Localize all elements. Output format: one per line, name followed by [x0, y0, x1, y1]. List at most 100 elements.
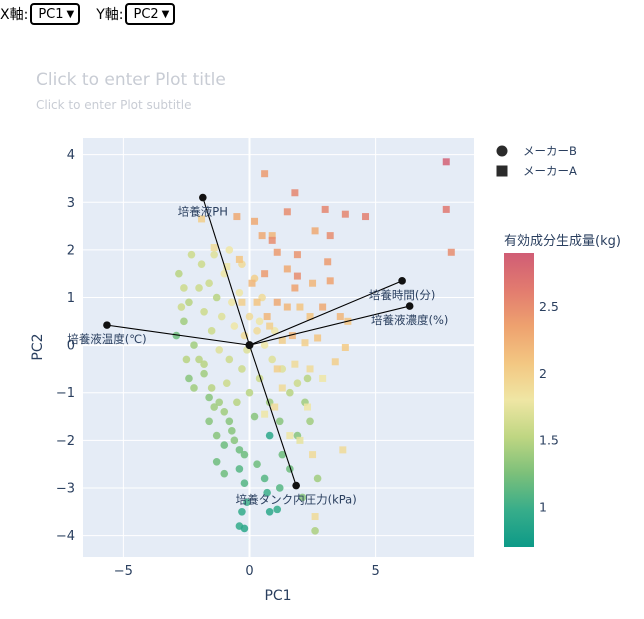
scatter-point-circle	[210, 403, 218, 411]
scatter-point-circle	[220, 441, 229, 449]
scatter-point-circle	[265, 507, 274, 516]
scatter-point-circle	[187, 250, 196, 259]
scatter-point-circle	[182, 355, 191, 364]
chevron-down-icon: ▼	[161, 8, 170, 20]
scatter-point-square	[311, 227, 319, 235]
chevron-down-icon: ▼	[66, 8, 75, 20]
loading-point	[405, 302, 414, 310]
scatter-point-circle	[220, 469, 229, 478]
scatter-point-circle	[207, 327, 216, 335]
scatter-point-circle	[212, 431, 221, 440]
scatter-point-circle	[200, 307, 208, 316]
scatter-point-circle	[190, 341, 198, 349]
colorbar-tick-label: 1	[539, 499, 547, 514]
scatter-point-square	[278, 384, 286, 392]
scatter-point-circle	[265, 431, 274, 440]
scatter-point-square	[283, 303, 291, 311]
colorbar-tick-label: 2.5	[539, 299, 559, 314]
scatter-point-square	[326, 232, 334, 240]
grid-lines	[83, 138, 474, 557]
x-axis-select-value: PC1	[38, 6, 64, 22]
scatter-point-square	[271, 403, 279, 411]
plot-title[interactable]: Click to enter Plot title	[36, 70, 226, 90]
scatter-point-square	[339, 446, 347, 454]
scatter-point-circle	[238, 507, 246, 516]
scatter-point-square	[283, 208, 291, 216]
scatter-point-circle	[205, 393, 213, 402]
scatter-point-square	[293, 272, 301, 280]
scatter-point-circle	[243, 498, 251, 507]
legend: メーカーB メーカーA	[496, 144, 577, 178]
scatter-point-square	[198, 215, 206, 223]
scatter-point-circle	[200, 369, 208, 378]
scatter-point-square	[233, 213, 241, 221]
y-tick-label: 1	[67, 291, 75, 306]
x-tick-label: 0	[245, 564, 253, 579]
scatter-point-square	[296, 303, 304, 311]
scatter-point-square	[258, 232, 266, 240]
loading-line	[249, 305, 410, 346]
scatter-point-square	[447, 248, 455, 256]
y-axis-select[interactable]: PC2 ▼	[125, 3, 176, 25]
scatter-point-square	[278, 336, 286, 344]
scatter-point-square	[223, 263, 231, 271]
scatter-point-circle	[175, 269, 183, 278]
y-tick-label: −4	[56, 529, 75, 544]
scatter-point-square	[362, 213, 370, 221]
scatter-point-square	[291, 360, 299, 368]
scatter-point-circle	[293, 379, 302, 388]
colorbar-tick-label: 1.5	[539, 433, 559, 448]
y-tick-label: 4	[67, 148, 75, 163]
legend-label: メーカーA	[523, 164, 577, 178]
scatter-point-circle	[210, 250, 218, 259]
scatter-point-circle	[225, 246, 234, 254]
scatter-point-square	[306, 313, 314, 321]
scatter-point-square	[311, 513, 319, 521]
scatter-point-square	[442, 158, 450, 166]
scatter-point-square	[319, 374, 327, 382]
scatter-point-square	[341, 210, 349, 218]
scatter-point-circle	[253, 327, 261, 335]
scatter-point-circle	[230, 436, 239, 445]
scatter-point-square	[341, 344, 349, 351]
x-axis-select[interactable]: PC1 ▼	[30, 3, 81, 25]
loading-point	[398, 277, 406, 285]
data-points	[172, 158, 455, 535]
y-tick-label: −1	[56, 386, 75, 401]
scatter-point-square	[301, 339, 309, 347]
scatter-point-square	[324, 258, 332, 266]
scatter-point-circle	[225, 417, 234, 426]
scatter-point-circle	[260, 341, 269, 349]
x-tick-label: −5	[114, 564, 133, 579]
plot-subtitle[interactable]: Click to enter Plot subtitle	[36, 98, 192, 112]
scatter-point-square	[326, 277, 334, 285]
scatter-point-circle	[180, 284, 188, 292]
scatter-point-square	[286, 432, 294, 440]
x-axis-title: PC1	[264, 588, 291, 604]
scatter-point-circle	[275, 484, 284, 492]
scatter-point-square	[268, 232, 276, 240]
scatter-point-square	[304, 403, 312, 411]
scatter-point-circle	[200, 360, 208, 368]
scatter-point-circle	[205, 417, 213, 426]
loading-line	[106, 324, 250, 346]
scatter-point-circle	[235, 288, 244, 297]
scatter-point-square	[321, 205, 329, 213]
scatter-point-circle	[240, 479, 249, 487]
x-tick-label: 5	[371, 564, 379, 579]
loading-point	[199, 193, 207, 202]
legend-circle-icon	[496, 145, 508, 157]
loading-label: 培養時間(分)	[369, 288, 435, 302]
scatter-point-circle	[235, 465, 244, 473]
scatter-point-circle	[195, 284, 203, 292]
scatter-point-circle	[228, 427, 236, 435]
loading-label: 培養液PH	[178, 205, 228, 219]
scatter-point-circle	[185, 298, 193, 307]
scatter-point-circle	[268, 355, 276, 364]
scatter-point-square	[442, 205, 450, 213]
scatter-point-square	[253, 298, 261, 306]
scatter-point-circle	[240, 524, 249, 533]
scatter-point-circle	[275, 417, 284, 426]
scatter-point-circle	[195, 355, 203, 364]
